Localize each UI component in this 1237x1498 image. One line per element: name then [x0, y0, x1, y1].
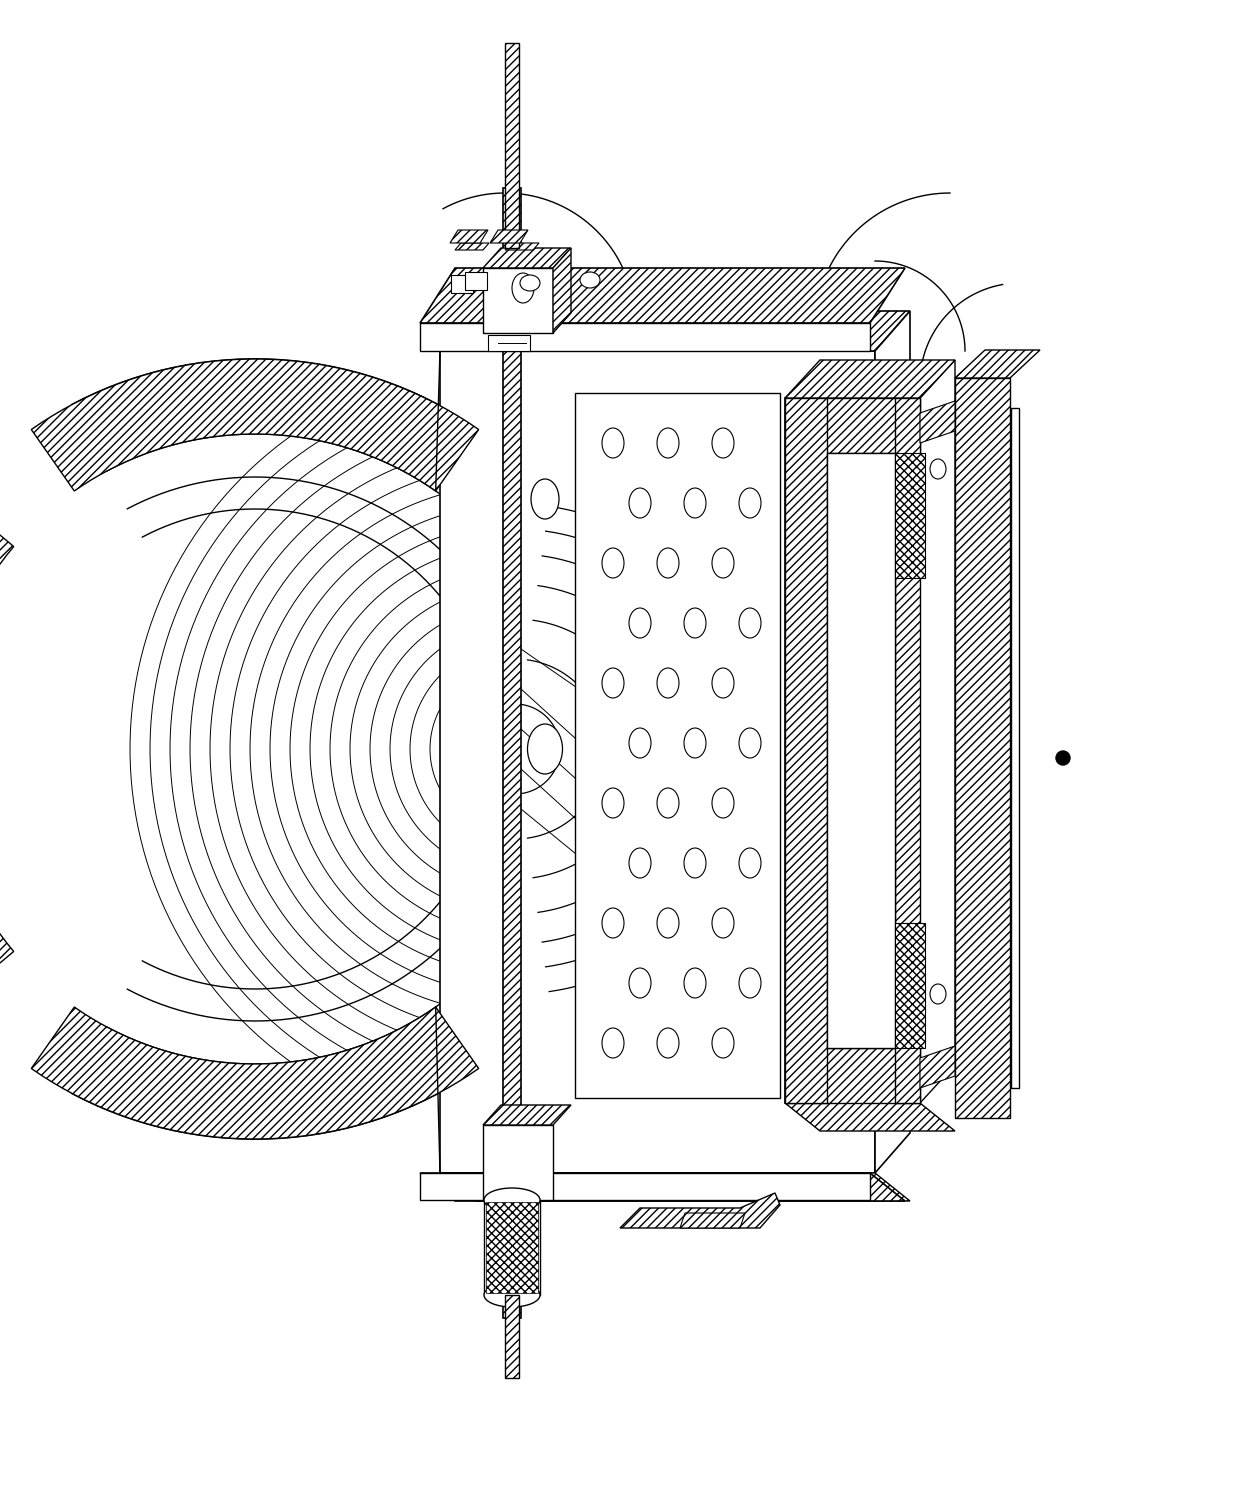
- Polygon shape: [785, 398, 920, 452]
- Polygon shape: [490, 231, 528, 243]
- Ellipse shape: [628, 488, 651, 518]
- Ellipse shape: [484, 1188, 541, 1212]
- Circle shape: [1056, 750, 1070, 765]
- Polygon shape: [421, 1173, 905, 1201]
- Polygon shape: [828, 452, 896, 1049]
- Polygon shape: [553, 249, 571, 333]
- Polygon shape: [489, 336, 529, 351]
- Polygon shape: [482, 1106, 571, 1125]
- Ellipse shape: [531, 479, 559, 518]
- Polygon shape: [31, 360, 479, 491]
- Ellipse shape: [602, 1028, 623, 1058]
- Polygon shape: [896, 452, 925, 578]
- Ellipse shape: [520, 276, 541, 291]
- Polygon shape: [575, 392, 781, 1098]
- Polygon shape: [482, 249, 571, 268]
- Ellipse shape: [684, 488, 706, 518]
- Polygon shape: [785, 1103, 955, 1131]
- Ellipse shape: [657, 788, 679, 818]
- Ellipse shape: [460, 276, 480, 291]
- Ellipse shape: [713, 1028, 734, 1058]
- Polygon shape: [440, 351, 875, 1173]
- Ellipse shape: [684, 728, 706, 758]
- Ellipse shape: [512, 273, 534, 303]
- Polygon shape: [920, 1046, 955, 1088]
- Polygon shape: [785, 360, 955, 398]
- Polygon shape: [421, 1173, 870, 1200]
- Polygon shape: [31, 1007, 479, 1138]
- Polygon shape: [955, 377, 1009, 1118]
- Ellipse shape: [713, 548, 734, 578]
- Polygon shape: [465, 273, 487, 291]
- Ellipse shape: [580, 273, 600, 288]
- Ellipse shape: [738, 968, 761, 998]
- Ellipse shape: [713, 788, 734, 818]
- Polygon shape: [440, 1173, 910, 1201]
- Ellipse shape: [628, 728, 651, 758]
- Ellipse shape: [657, 908, 679, 938]
- Ellipse shape: [602, 668, 623, 698]
- Polygon shape: [620, 1192, 781, 1228]
- Polygon shape: [452, 276, 473, 294]
- Ellipse shape: [657, 1028, 679, 1058]
- Ellipse shape: [738, 848, 761, 878]
- Ellipse shape: [628, 968, 651, 998]
- Polygon shape: [680, 1213, 745, 1228]
- Ellipse shape: [713, 908, 734, 938]
- Ellipse shape: [930, 458, 946, 479]
- Polygon shape: [896, 398, 920, 1103]
- Polygon shape: [482, 1125, 553, 1200]
- Ellipse shape: [602, 428, 623, 458]
- Ellipse shape: [738, 728, 761, 758]
- Polygon shape: [0, 499, 14, 999]
- Ellipse shape: [713, 668, 734, 698]
- Ellipse shape: [657, 428, 679, 458]
- Polygon shape: [896, 923, 925, 1049]
- Polygon shape: [785, 1049, 920, 1103]
- Polygon shape: [440, 312, 910, 351]
- Ellipse shape: [713, 428, 734, 458]
- Polygon shape: [503, 189, 521, 1318]
- Polygon shape: [486, 1201, 538, 1293]
- Ellipse shape: [484, 1282, 541, 1306]
- Ellipse shape: [602, 788, 623, 818]
- Ellipse shape: [684, 848, 706, 878]
- Polygon shape: [785, 398, 828, 1103]
- Polygon shape: [421, 324, 870, 351]
- Polygon shape: [505, 43, 520, 249]
- Polygon shape: [455, 243, 489, 250]
- Ellipse shape: [602, 548, 623, 578]
- Ellipse shape: [628, 848, 651, 878]
- Polygon shape: [421, 268, 905, 324]
- Polygon shape: [505, 243, 539, 250]
- Ellipse shape: [684, 608, 706, 638]
- Polygon shape: [484, 1200, 541, 1294]
- Polygon shape: [955, 351, 1040, 377]
- Polygon shape: [505, 1294, 520, 1378]
- Polygon shape: [1011, 407, 1019, 1088]
- Ellipse shape: [602, 908, 623, 938]
- Polygon shape: [450, 231, 489, 243]
- Polygon shape: [920, 401, 955, 443]
- Polygon shape: [920, 360, 955, 1103]
- Polygon shape: [875, 312, 910, 1173]
- Ellipse shape: [684, 968, 706, 998]
- Ellipse shape: [657, 548, 679, 578]
- Ellipse shape: [930, 984, 946, 1004]
- Polygon shape: [482, 268, 553, 333]
- Ellipse shape: [738, 608, 761, 638]
- Ellipse shape: [527, 724, 563, 774]
- Polygon shape: [785, 398, 920, 1103]
- Ellipse shape: [657, 668, 679, 698]
- Ellipse shape: [738, 488, 761, 518]
- Ellipse shape: [628, 608, 651, 638]
